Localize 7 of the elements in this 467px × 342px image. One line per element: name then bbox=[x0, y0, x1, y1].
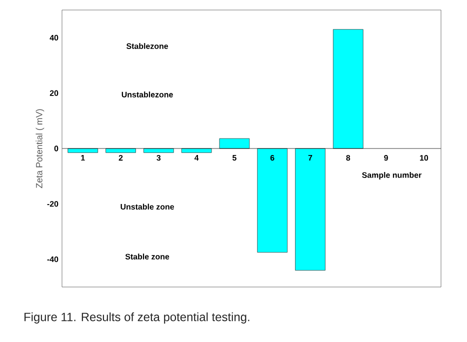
bar bbox=[181, 148, 212, 153]
bar bbox=[332, 29, 364, 149]
bar bbox=[257, 148, 288, 253]
y-axis-title: Zeta Potential ( mV) bbox=[36, 109, 44, 188]
bar bbox=[219, 138, 250, 149]
text: Figure 11. Results of zeta potential testing. bbox=[24, 312, 250, 324]
bar bbox=[295, 148, 326, 271]
